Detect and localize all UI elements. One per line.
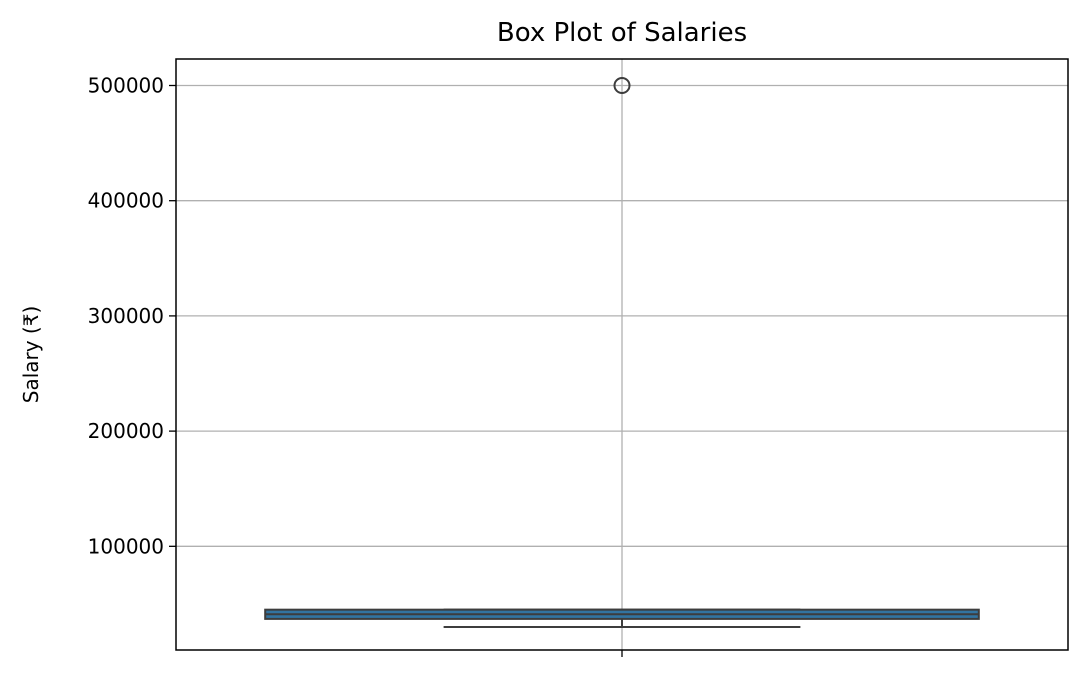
grid-lines [176,59,1068,650]
box-plot [264,76,980,628]
y-axis-label: Salary (₹) [19,306,43,404]
chart-title: Box Plot of Salaries [497,18,747,48]
y-tick-label: 400000 [88,189,164,213]
y-tick-label: 100000 [88,534,164,558]
outlier-point [613,76,631,94]
y-tick-label: 500000 [88,73,164,97]
y-axis-ticks: 100000 200000 300000 400000 500000 [88,73,176,558]
y-tick-label: 200000 [88,419,164,443]
y-tick-label: 300000 [88,304,164,328]
